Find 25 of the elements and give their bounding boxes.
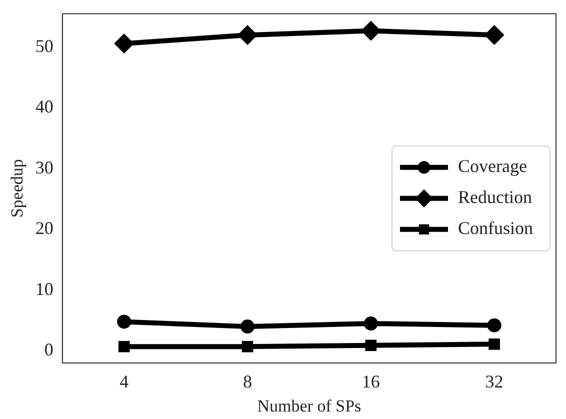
legend-label: Reduction	[458, 187, 532, 208]
x-tick-label: 32	[485, 372, 504, 392]
point	[487, 318, 502, 332]
y-tick-label: 50	[35, 36, 54, 56]
point	[238, 25, 258, 46]
y-tick-label: 0	[44, 340, 54, 360]
point	[242, 340, 254, 352]
point	[117, 314, 132, 329]
y-tick-label: 40	[35, 96, 54, 117]
x-tick-label: 4	[120, 372, 129, 392]
y-tick-label: 10	[35, 278, 54, 299]
point	[365, 340, 377, 352]
point	[488, 338, 500, 350]
point	[484, 25, 504, 46]
legend-label: Coverage	[458, 156, 527, 176]
point	[364, 316, 378, 331]
y-axis-title: Speedup	[8, 159, 27, 218]
y-tick-label: 30	[35, 157, 54, 178]
x-axis-title: Number of SPs	[257, 396, 362, 416]
point	[118, 340, 130, 352]
x-tick-label: 16	[362, 372, 380, 392]
point	[240, 320, 254, 334]
x-tick-label: 8	[243, 372, 252, 392]
legend-label: Confusion	[458, 218, 534, 238]
y-tick-label: 20	[35, 218, 54, 238]
